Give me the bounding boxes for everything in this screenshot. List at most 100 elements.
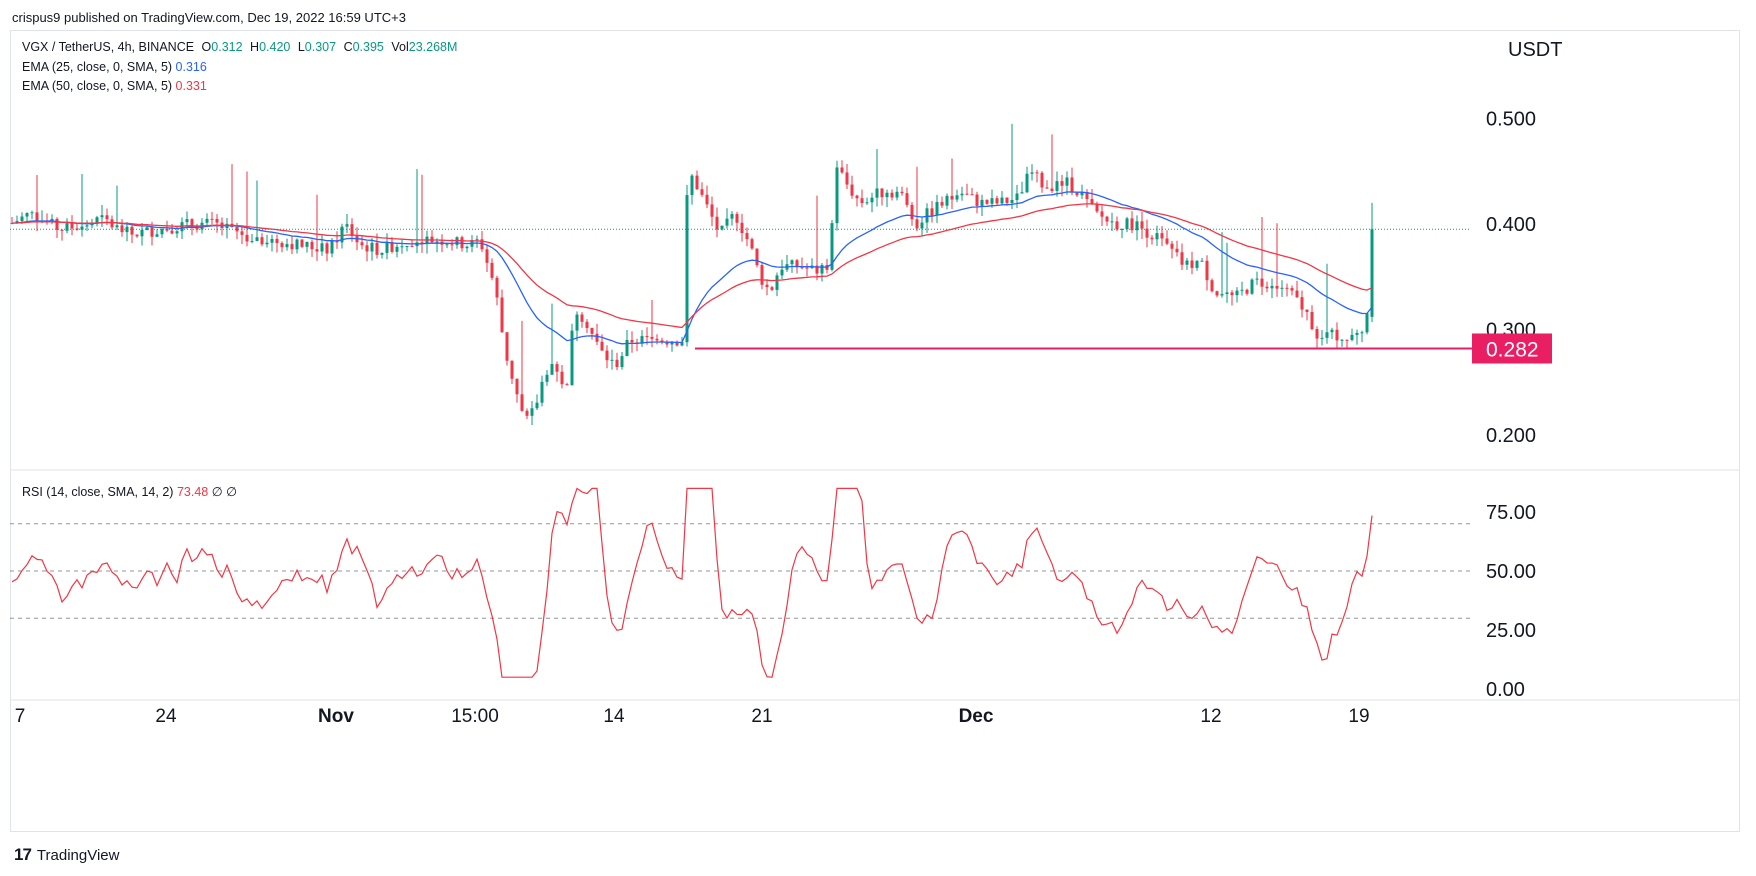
candle-body [1365,313,1369,333]
candle-body [295,239,299,250]
candle-body [80,226,84,230]
candle-body [655,338,659,341]
candle-body [890,192,894,198]
candle-body [1165,238,1169,244]
ema50-value: 0.331 [175,79,207,93]
candle-body [950,195,954,200]
candle-body [310,241,314,250]
candle-body [70,223,74,229]
ema25-value: 0.316 [175,60,207,74]
candle-body [860,198,864,204]
high-label: H [250,40,260,54]
tradingview-brand[interactable]: 17 TradingView [14,845,119,865]
candle-body [940,202,944,206]
candle-body [495,277,499,298]
candle-body [1135,221,1139,231]
candle-body [15,221,19,224]
candle-body [185,219,189,223]
candle-body [880,188,884,198]
candle-body [850,184,854,196]
candle-body [500,297,504,333]
low-value: 0.307 [304,40,337,54]
candle-body [1065,177,1069,186]
candle-body [525,410,529,416]
candle-body [490,262,494,278]
candle-body [1075,192,1079,196]
candle-body [1180,252,1184,265]
candle-body [555,364,559,372]
candle-body [1205,260,1209,281]
candle-body [965,193,969,195]
candle-body [1145,228,1149,238]
candle-body [1000,197,1004,204]
candle-body [1185,260,1189,265]
candle-body [1345,339,1349,341]
candle-body [1050,188,1054,191]
candle-body [140,229,144,237]
candle-body [560,371,564,385]
candle-body [1290,288,1294,291]
candle-body [585,321,589,328]
ema50-label: EMA (50, close, 0, SMA, 5) [22,79,173,93]
candle-body [1130,218,1134,231]
candle-body [760,265,764,285]
candle-body [1200,260,1204,262]
candle-body [685,195,689,343]
rsi-legend[interactable]: RSI (14, close, SMA, 14, 2) 73.48 ∅ ∅ [22,484,237,499]
candle-body [720,225,724,230]
candle-body [710,204,714,217]
candle-body [1040,172,1044,188]
candle-body [1275,285,1279,289]
candle-body [945,195,949,206]
candle-body [855,195,859,199]
candle-body [870,197,874,203]
candle-body [930,208,934,216]
candle-body [570,330,574,386]
candle-body [1090,199,1094,204]
candle-body [1330,329,1334,333]
candle-body [1055,181,1059,191]
time-tick-label: 19 [1348,706,1369,727]
rsi-tick-label: 75.00 [1486,502,1536,524]
time-tick-label: 15:00 [451,706,499,727]
rsi-tick-label: 25.00 [1486,620,1536,642]
candle-body [1010,200,1014,203]
candle-body [735,214,739,223]
candle-body [820,264,824,274]
candle-body [370,242,374,252]
candle-body [1270,285,1274,289]
ema50-legend[interactable]: EMA (50, close, 0, SMA, 5) 0.331 [22,79,207,93]
support-label-text: 0.282 [1486,338,1539,361]
candle-body [1100,211,1104,217]
candle-body [300,239,304,247]
candle-body [1190,260,1194,268]
candle-body [615,359,619,368]
support-label-badge [1472,333,1552,364]
candle-body [135,234,139,237]
candle-body [60,229,64,231]
candle-body [1015,193,1019,201]
candle-body [1300,297,1304,310]
candle-body [375,242,379,255]
low-label: L [297,40,305,54]
candle-body [905,193,909,205]
candle-body [270,238,274,243]
candle-body [1280,287,1284,289]
candle-body [590,327,594,334]
symbol-title: VGX / TetherUS, 4h, BINANCE [22,40,195,54]
candle-body [175,231,179,234]
candle-body [285,244,289,248]
candle-body [1085,191,1089,200]
candle-body [955,195,959,200]
ema25-legend[interactable]: EMA (25, close, 0, SMA, 5) 0.316 [22,60,207,74]
candle-body [900,191,904,194]
time-tick-label: Nov [318,706,354,727]
candle-body [360,242,364,246]
candle-body [1305,309,1309,313]
candle-body [335,240,339,243]
candle-body [680,342,684,346]
candle-body [915,219,919,229]
candle-body [960,193,964,196]
candle-body [935,202,939,216]
